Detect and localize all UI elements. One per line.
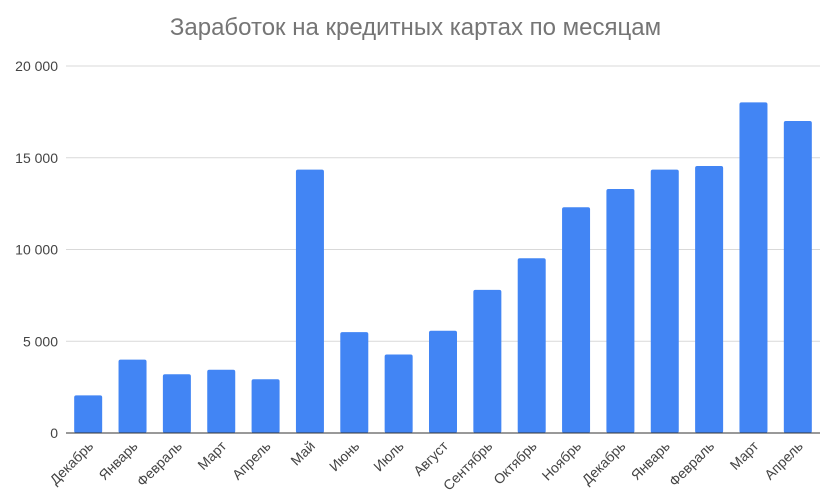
bar xyxy=(384,354,413,433)
x-tick-label: Март xyxy=(727,437,762,472)
bar xyxy=(562,207,591,433)
x-tick-label: Апрель xyxy=(761,438,806,483)
x-tick-label: Август xyxy=(410,437,452,479)
x-tick-label: Ноябрь xyxy=(539,438,585,484)
x-tick-label: Февраль xyxy=(133,438,185,490)
bar xyxy=(118,359,147,433)
x-tick-label: Декабрь xyxy=(579,438,629,488)
chart-title: Заработок на кредитных картах по месяцам xyxy=(169,14,662,41)
bar xyxy=(162,374,191,433)
bar xyxy=(783,121,812,434)
x-tick-label: Февраль xyxy=(666,438,718,490)
bar xyxy=(74,395,103,433)
bar xyxy=(251,379,280,433)
bar xyxy=(340,332,369,433)
bars xyxy=(74,102,812,434)
bar xyxy=(695,166,724,433)
x-tick-label: Март xyxy=(194,437,229,472)
y-tick-label: 20 000 xyxy=(15,58,58,74)
y-tick-label: 0 xyxy=(50,425,58,441)
bar xyxy=(517,258,546,433)
bar xyxy=(207,369,236,433)
bar xyxy=(739,102,768,433)
x-tick-label: Декабрь xyxy=(46,438,96,488)
bar xyxy=(429,330,457,433)
gridlines xyxy=(66,65,820,342)
bar xyxy=(606,188,635,433)
x-tick-label: Октябрь xyxy=(490,438,540,488)
y-tick-label: 15 000 xyxy=(15,150,58,166)
x-tick-label: Июль xyxy=(370,438,407,475)
y-tick-label: 10 000 xyxy=(15,242,58,258)
bar xyxy=(473,289,502,433)
x-tick-label: Апрель xyxy=(229,438,274,483)
y-tick-labels: 0 5 000 10 000 15 000 20 000 xyxy=(15,58,58,441)
bar xyxy=(650,169,679,434)
bar xyxy=(295,169,324,434)
y-tick-label: 5 000 xyxy=(23,333,58,349)
x-tick-label: Май xyxy=(287,438,318,469)
x-tick-label: Июнь xyxy=(326,438,362,474)
